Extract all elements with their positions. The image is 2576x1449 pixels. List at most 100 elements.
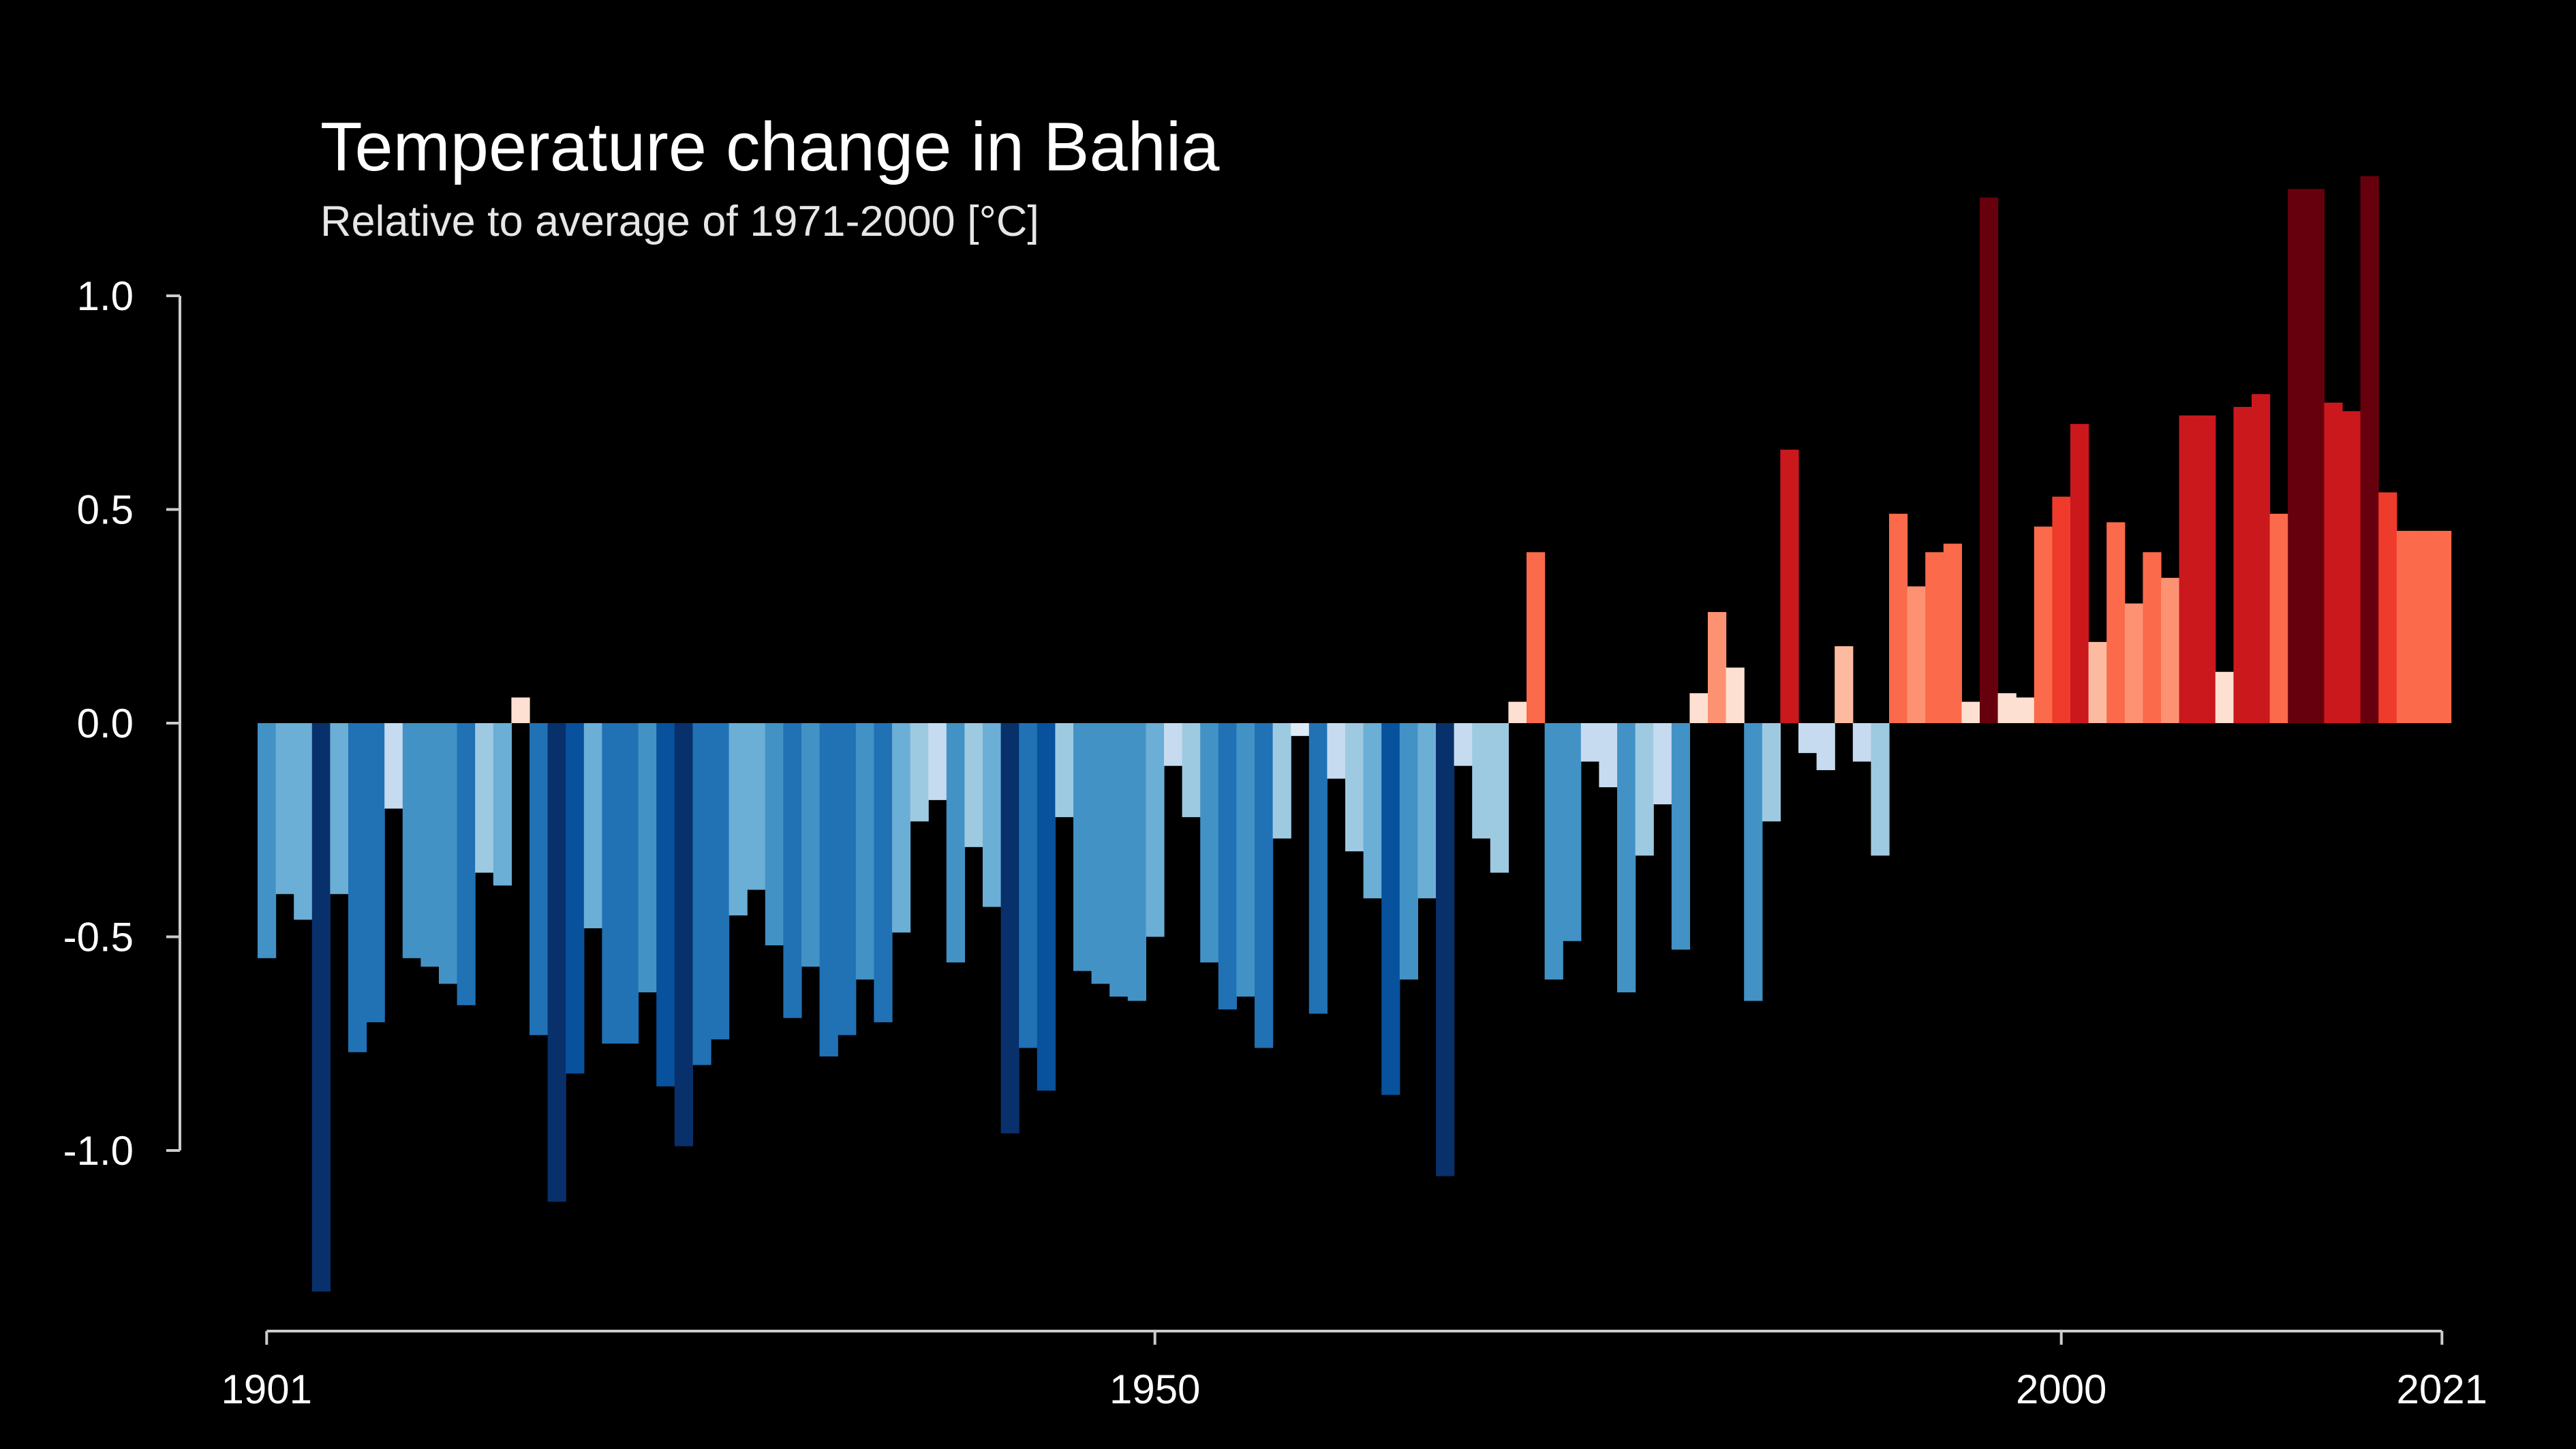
bar-1941 (983, 723, 1002, 907)
bar-1973 (1563, 723, 1582, 941)
bar-2011 (2252, 394, 2271, 723)
bar-1966 (1436, 723, 1455, 1176)
bar-2008 (2197, 415, 2216, 723)
bar-1961 (1345, 723, 1364, 852)
bar-1969 (1490, 723, 1509, 873)
bar-1962 (1363, 723, 1382, 899)
bar-1925 (692, 723, 711, 1065)
bar-1921 (620, 723, 639, 1044)
bar-1901 (258, 723, 277, 958)
bar-1984 (1762, 723, 1781, 822)
bar-2009 (2215, 671, 2234, 723)
bar-1933 (838, 723, 857, 1035)
bar-1988 (1835, 646, 1854, 723)
bar-1940 (964, 723, 983, 847)
bar-1974 (1580, 723, 1599, 762)
bar-1958 (1291, 723, 1310, 736)
chart-title: Temperature change in Bahia (320, 109, 1220, 185)
bar-1967 (1454, 723, 1473, 766)
bar-1993 (1925, 552, 1944, 723)
bar-1980 (1689, 693, 1708, 723)
bar-1946 (1073, 723, 1092, 971)
bar-2007 (2179, 415, 2198, 723)
bar-2018 (2378, 492, 2397, 723)
bar-1905 (330, 723, 349, 894)
bar-2015 (2324, 402, 2343, 723)
bar-2000 (2052, 496, 2071, 723)
y-tick-label: 0.5 (77, 487, 134, 533)
bar-1999 (2034, 526, 2053, 723)
bar-1947 (1091, 723, 1110, 984)
bar-1924 (674, 723, 693, 1146)
x-tick-label: 1901 (221, 1367, 312, 1412)
bar-1942 (1000, 723, 1019, 1133)
bar-1968 (1472, 723, 1491, 839)
bar-1931 (801, 723, 821, 967)
bar-1960 (1327, 723, 1346, 779)
bar-1932 (819, 723, 838, 1057)
bar-1916 (530, 723, 549, 1035)
bar-1963 (1381, 723, 1400, 1095)
bar-1906 (348, 723, 367, 1052)
bar-2001 (2070, 424, 2089, 723)
bar-1913 (475, 723, 494, 873)
bar-2013 (2288, 189, 2307, 723)
y-tick-label: -1.0 (63, 1128, 134, 1174)
bar-1979 (1671, 723, 1690, 950)
bar-1953 (1200, 723, 1219, 963)
bar-2019 (2396, 530, 2415, 723)
bar-1908 (384, 723, 403, 809)
bar-2002 (2088, 641, 2107, 723)
bar-1909 (402, 723, 421, 958)
bar-1907 (366, 723, 385, 1022)
bar-1902 (275, 723, 294, 894)
bar-1918 (566, 723, 585, 1074)
bar-2005 (2143, 552, 2162, 723)
bar-1911 (439, 723, 458, 984)
bar-1922 (638, 723, 657, 993)
bar-1912 (457, 723, 476, 1005)
bar-1996 (1980, 197, 1999, 723)
bar-1971 (1527, 552, 1546, 723)
bar-1955 (1236, 723, 1255, 997)
x-tick-label: 1950 (1109, 1367, 1200, 1412)
bar-1920 (602, 723, 621, 1044)
bar-2021 (2433, 530, 2452, 723)
bar-1948 (1109, 723, 1129, 997)
bar-2006 (2161, 577, 2180, 723)
bar-2014 (2305, 189, 2325, 723)
bar-1927 (729, 723, 748, 916)
bar-1926 (711, 723, 730, 1039)
bar-1943 (1019, 723, 1038, 1048)
bar-1995 (1961, 701, 1980, 723)
bar-1987 (1816, 723, 1835, 770)
bar-2016 (2342, 411, 2361, 723)
bar-1978 (1653, 723, 1672, 805)
bar-1985 (1780, 449, 1799, 723)
bar-1981 (1708, 611, 1727, 723)
bar-1949 (1127, 723, 1146, 1001)
bar-1923 (656, 723, 675, 1086)
bar-1951 (1164, 723, 1183, 766)
bar-1954 (1218, 723, 1237, 1010)
bar-1944 (1037, 723, 1056, 1091)
y-tick-label: 1.0 (77, 273, 134, 319)
bar-1904 (311, 723, 331, 1292)
bar-1919 (583, 723, 602, 928)
bar-1910 (420, 723, 440, 967)
bar-1998 (2016, 697, 2035, 723)
bar-1990 (1871, 723, 1890, 856)
bar-1997 (1997, 693, 2017, 723)
bar-1977 (1635, 723, 1654, 856)
bar-1972 (1544, 723, 1563, 980)
bar-2010 (2233, 407, 2252, 723)
bar-1929 (765, 723, 784, 946)
bar-1935 (874, 723, 893, 1022)
bar-1965 (1417, 723, 1437, 899)
bar-1964 (1399, 723, 1418, 980)
bar-1976 (1617, 723, 1636, 993)
bar-1989 (1852, 723, 1871, 762)
bar-1983 (1744, 723, 1763, 1001)
